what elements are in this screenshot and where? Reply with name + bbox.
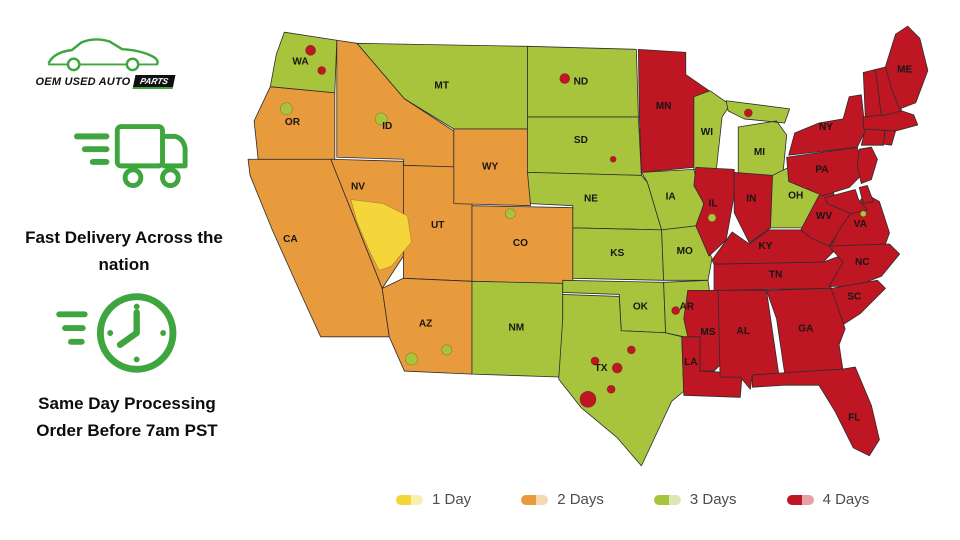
delivery-zone-patch [860, 210, 867, 218]
brand-badge: PARTS [132, 75, 176, 89]
tagline-same-day: Same Day Processing Order Before 7am PST [36, 394, 218, 441]
state-GA [766, 287, 846, 374]
state-MD [824, 189, 868, 215]
state-NC [828, 243, 901, 287]
state-OR [253, 86, 336, 160]
delivery-legend: 1 Day 2 Days 3 Days 4 Days [396, 491, 869, 508]
state-AZ [381, 277, 473, 375]
state-WA [269, 31, 338, 94]
one-day-delivery-zone [350, 199, 412, 271]
state-SD [527, 116, 642, 176]
state-CO [471, 205, 574, 285]
state-ME [885, 25, 929, 110]
delivery-zone-patch [590, 356, 600, 366]
fast-delivery-truck-icon [74, 118, 192, 205]
state-NY [788, 94, 866, 156]
state-NM [471, 280, 564, 378]
delivery-zone-patch [744, 108, 753, 118]
delivery-zone-patch [606, 384, 616, 394]
legend-item-4-days: 4 Days [786, 491, 870, 508]
legend-item-3-days: 3 Days [653, 491, 737, 508]
delivery-zone-patch [671, 306, 680, 315]
brand-text: OEM USED AUTO PARTS [26, 75, 184, 89]
legend-label-4-days: 4 Days [822, 491, 870, 508]
legend-label-1-day: 1 Day [432, 491, 472, 508]
delivery-zone-patch [579, 390, 597, 408]
state-TX [558, 294, 685, 467]
state-KS [572, 227, 665, 281]
delivery-zone-patch [627, 345, 636, 355]
state-WY [453, 128, 531, 207]
legend-swatch-4-days [786, 494, 814, 505]
state-NJ [856, 146, 878, 184]
state-DE [858, 185, 874, 205]
brand-name: OEM USED AUTO [35, 76, 131, 88]
legend-swatch-2-days [521, 494, 549, 505]
state-AL [717, 289, 779, 390]
state-NH [874, 66, 903, 117]
state-IN [733, 171, 773, 244]
legend-swatch-1-day [396, 494, 423, 505]
delivery-zone-patch [374, 112, 388, 126]
car-logo-icon [47, 38, 159, 72]
delivery-zone-patch [441, 344, 453, 356]
state-WI [693, 90, 731, 173]
same-day-clock-icon [56, 282, 184, 389]
state-FL [751, 366, 880, 457]
delivery-zone-patch [609, 156, 617, 163]
delivery-zone-patch [317, 66, 326, 75]
legend-item-1-day: 1 Day [396, 491, 471, 508]
state-MI [725, 100, 791, 178]
legend-swatch-3-days [653, 494, 681, 505]
state-MO [661, 225, 713, 281]
delivery-zone-patch [305, 45, 316, 56]
delivery-zone-patch [505, 208, 516, 220]
legend-label-2-days: 2 Days [557, 491, 604, 508]
delivery-zone-patch [611, 362, 623, 374]
legend-item-2-days: 2 Days [521, 491, 604, 508]
delivery-zone-patch [280, 102, 293, 116]
state-ND [527, 45, 639, 118]
brand-logo: OEM USED AUTO PARTS [26, 34, 184, 89]
delivery-zone-patch [559, 73, 571, 84]
delivery-zone-patch [707, 213, 717, 223]
legend-label-3-days: 3 Days [689, 491, 737, 508]
info-panel: OEM USED AUTO PARTS Fast Delivery Across… [0, 0, 240, 540]
delivery-zone-patch [405, 352, 418, 366]
tagline-fast-delivery: Fast Delivery Across the nation [25, 228, 223, 275]
